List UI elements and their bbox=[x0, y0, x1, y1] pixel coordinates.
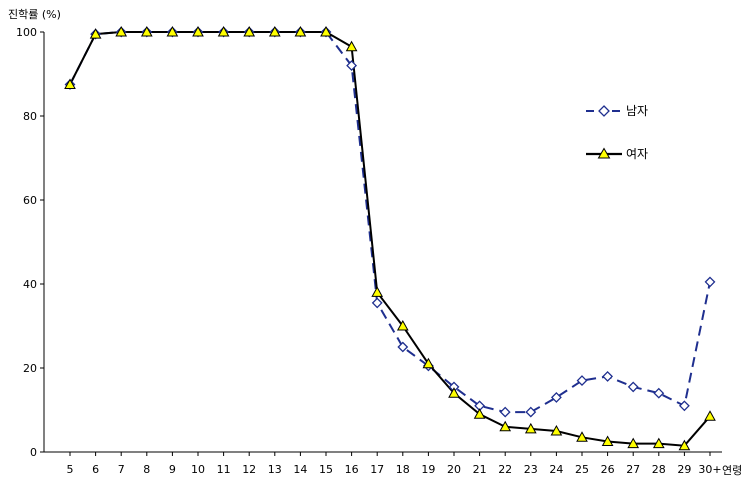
x-tick-label: 23 bbox=[524, 463, 538, 476]
x-tick-label: 12 bbox=[242, 463, 256, 476]
female-point bbox=[371, 286, 384, 297]
female-point bbox=[115, 25, 128, 37]
male-point bbox=[550, 391, 562, 403]
x-tick-label: 19 bbox=[421, 463, 435, 476]
male-point bbox=[346, 60, 358, 72]
x-tick-label: 15 bbox=[319, 463, 333, 476]
x-tick-label: 25 bbox=[575, 463, 589, 476]
y-tick-label: 20 bbox=[23, 362, 37, 375]
female-point bbox=[652, 437, 665, 449]
x-tick-label: 22 bbox=[498, 463, 512, 476]
x-tick-label: 11 bbox=[217, 463, 231, 476]
female-point bbox=[396, 319, 409, 331]
y-tick-label: 100 bbox=[16, 26, 37, 39]
y-tick-label: 0 bbox=[30, 446, 37, 459]
series-female-line bbox=[69, 31, 711, 447]
legend-male-marker bbox=[598, 105, 610, 117]
female-point bbox=[345, 40, 358, 52]
series-male-line bbox=[69, 31, 711, 414]
male-point bbox=[525, 406, 537, 418]
x-tick-label: 30+ bbox=[698, 463, 721, 476]
y-axis-ticks: 0 20 40 60 80 100 bbox=[16, 26, 44, 459]
x-tick-label: 16 bbox=[345, 463, 359, 476]
x-tick-label: 14 bbox=[293, 463, 307, 476]
male-point bbox=[371, 297, 383, 309]
female-point bbox=[499, 420, 512, 432]
x-tick-label: 17 bbox=[370, 463, 384, 476]
y-axis-title: 진학률 (%) bbox=[8, 8, 61, 21]
x-tick-label: 13 bbox=[268, 463, 282, 476]
female-point bbox=[627, 437, 640, 449]
female-point bbox=[166, 25, 179, 37]
female-point bbox=[64, 78, 76, 89]
male-point bbox=[602, 370, 614, 382]
female-point bbox=[89, 28, 102, 39]
female-point bbox=[524, 422, 537, 434]
male-point bbox=[678, 400, 690, 412]
female-point bbox=[192, 25, 204, 37]
male-point bbox=[499, 406, 511, 418]
legend: 남자 여자 bbox=[586, 104, 648, 161]
male-point bbox=[576, 375, 588, 387]
legend-item-female: 여자 bbox=[586, 147, 648, 161]
x-tick-label: 27 bbox=[626, 463, 640, 476]
x-tick-label: 7 bbox=[118, 463, 125, 476]
x-axis-ticks: 5 6 7 8 9 10 11 12 13 14 15 16 17 18 19 20 21 22 23 24 25 26 2… bbox=[67, 452, 722, 476]
x-tick-label: 24 bbox=[549, 463, 563, 476]
x-tick-label: 21 bbox=[473, 463, 487, 476]
female-point bbox=[473, 408, 486, 419]
female-point bbox=[217, 25, 230, 37]
female-point bbox=[678, 439, 691, 451]
legend-male-label: 남자 bbox=[626, 104, 648, 118]
female-point bbox=[422, 357, 435, 369]
female-point bbox=[243, 25, 256, 37]
female-point bbox=[704, 410, 716, 421]
x-tick-label: 18 bbox=[396, 463, 410, 476]
y-tick-label: 60 bbox=[23, 194, 37, 207]
female-point bbox=[320, 25, 332, 37]
series-layer bbox=[64, 25, 716, 451]
y-tick-label: 80 bbox=[23, 110, 37, 123]
x-tick-label: 5 bbox=[67, 463, 74, 476]
male-point bbox=[627, 381, 639, 393]
female-point bbox=[294, 25, 307, 37]
female-point bbox=[601, 435, 614, 446]
x-tick-label: 8 bbox=[143, 463, 150, 476]
female-point bbox=[550, 424, 563, 436]
x-tick-label: 26 bbox=[601, 463, 615, 476]
x-tick-label: 10 bbox=[191, 463, 205, 476]
male-point bbox=[704, 276, 716, 288]
x-tick-label: 9 bbox=[169, 463, 176, 476]
legend-item-male: 남자 bbox=[586, 104, 648, 118]
female-point bbox=[268, 25, 281, 37]
legend-female-label: 여자 bbox=[626, 147, 648, 161]
x-tick-label: 29 bbox=[677, 463, 691, 476]
female-point bbox=[576, 431, 588, 442]
legend-female-marker bbox=[597, 147, 611, 159]
male-point bbox=[653, 387, 665, 399]
x-tick-label: 20 bbox=[447, 463, 461, 476]
female-point bbox=[448, 387, 460, 398]
x-tick-label: 28 bbox=[652, 463, 666, 476]
x-tick-label: 6 bbox=[92, 463, 99, 476]
male-point bbox=[397, 341, 409, 353]
y-tick-label: 40 bbox=[23, 278, 37, 291]
female-point bbox=[140, 25, 153, 37]
x-axis-title: 연령 bbox=[722, 464, 742, 477]
